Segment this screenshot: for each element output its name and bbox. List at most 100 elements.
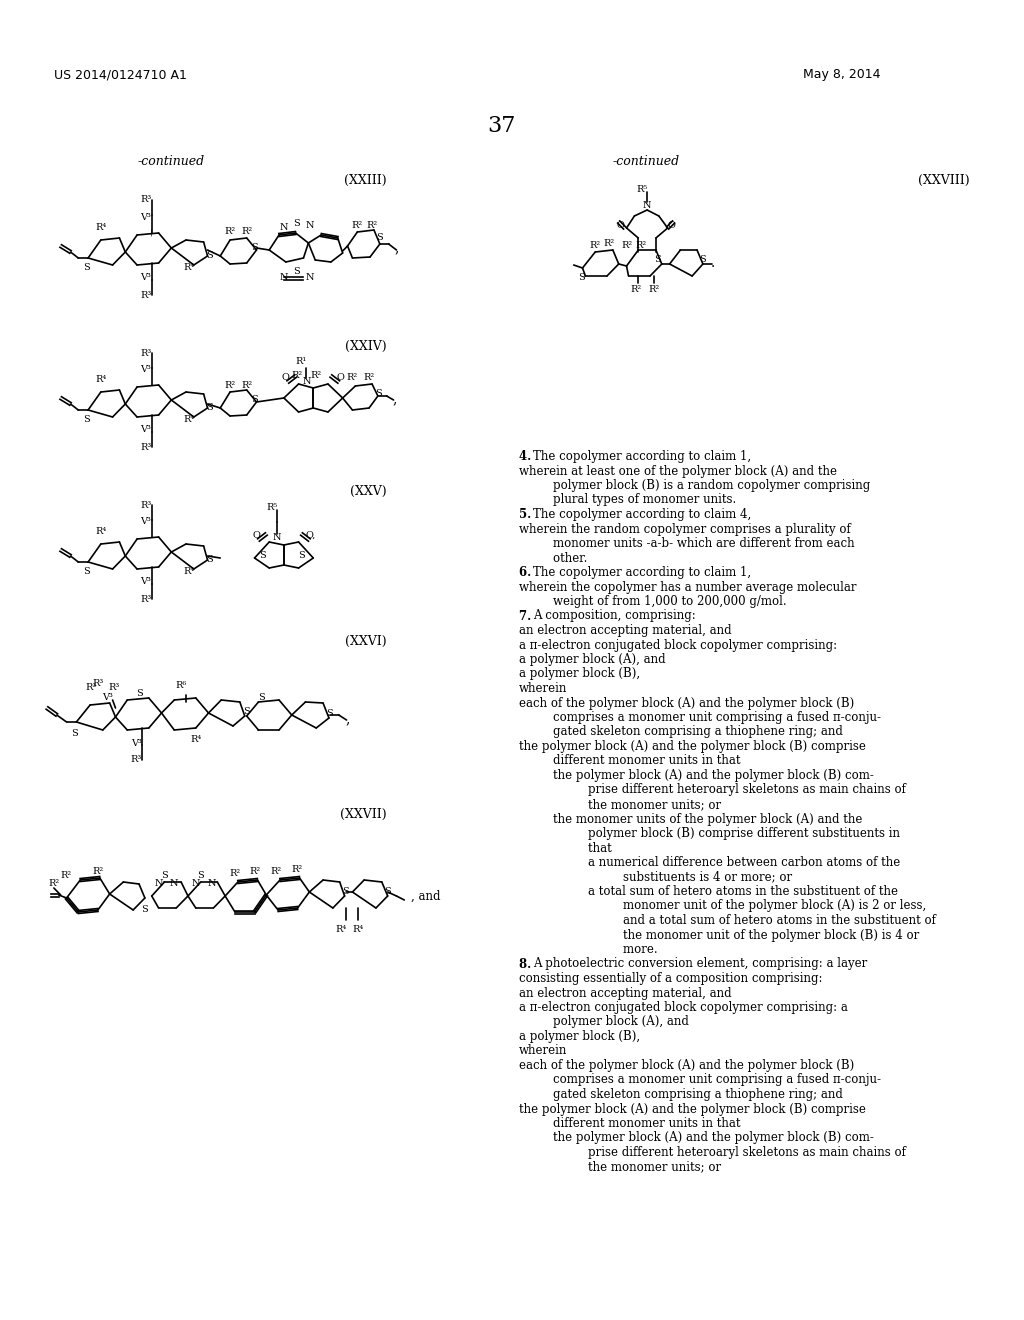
Text: O: O — [668, 222, 676, 231]
Text: R³: R³ — [140, 348, 152, 358]
Text: S: S — [83, 264, 89, 272]
Text: gated skeleton comprising a thiophene ring; and: gated skeleton comprising a thiophene ri… — [539, 1088, 844, 1101]
Text: R⁴: R⁴ — [183, 416, 195, 425]
Text: O: O — [337, 374, 345, 383]
Text: polymer block (B) is a random copolymer comprising: polymer block (B) is a random copolymer … — [539, 479, 870, 492]
Text: S: S — [135, 689, 142, 697]
Text: wherein the copolymer has a number average molecular: wherein the copolymer has a number avera… — [519, 581, 856, 594]
Text: S: S — [293, 219, 300, 227]
Text: A photoelectric conversion element, comprising: a layer: A photoelectric conversion element, comp… — [532, 957, 867, 970]
Text: V³: V³ — [131, 738, 141, 747]
Text: R²: R² — [241, 227, 252, 236]
Text: N: N — [643, 202, 651, 210]
Text: wherein: wherein — [519, 682, 567, 696]
Text: the polymer block (A) and the polymer block (B) comprise: the polymer block (A) and the polymer bl… — [519, 1102, 865, 1115]
Text: O,: O, — [305, 531, 315, 540]
Text: R²: R² — [291, 866, 302, 874]
Text: weight of from 1,000 to 200,000 g/mol.: weight of from 1,000 to 200,000 g/mol. — [539, 595, 787, 609]
Text: a polymer block (B),: a polymer block (B), — [519, 668, 640, 681]
Text: the monomer units of the polymer block (A) and the: the monomer units of the polymer block (… — [539, 813, 863, 825]
Text: R¹: R¹ — [296, 358, 307, 367]
Text: ,: , — [392, 392, 396, 407]
Text: each of the polymer block (A) and the polymer block (B): each of the polymer block (A) and the po… — [519, 1059, 854, 1072]
Text: -continued: -continued — [138, 154, 205, 168]
Text: (XXIV): (XXIV) — [345, 341, 387, 352]
Text: plural types of monomer units.: plural types of monomer units. — [539, 494, 736, 507]
Text: (XXIII): (XXIII) — [344, 174, 387, 187]
Text: R⁴: R⁴ — [95, 375, 106, 384]
Text: .: . — [711, 256, 715, 271]
Text: 37: 37 — [487, 115, 515, 137]
Text: a polymer block (A), and: a polymer block (A), and — [519, 653, 666, 667]
Text: each of the polymer block (A) and the polymer block (B): each of the polymer block (A) and the po… — [519, 697, 854, 710]
Text: S: S — [258, 693, 265, 701]
Text: S: S — [327, 710, 333, 718]
Text: the monomer unit of the polymer block (B) is 4 or: the monomer unit of the polymer block (B… — [578, 928, 919, 941]
Text: R³: R³ — [140, 195, 152, 205]
Text: S: S — [206, 554, 213, 564]
Text: monomer unit of the polymer block (A) is 2 or less,: monomer unit of the polymer block (A) is… — [578, 899, 926, 912]
Text: R²: R² — [224, 380, 236, 389]
Text: N: N — [155, 879, 163, 888]
Text: a numerical difference between carbon atoms of the: a numerical difference between carbon at… — [558, 855, 900, 869]
Text: 7.: 7. — [519, 610, 536, 623]
Text: (XXV): (XXV) — [350, 484, 387, 498]
Text: R⁴: R⁴ — [352, 925, 364, 935]
Text: S: S — [251, 396, 258, 404]
Text: R²: R² — [631, 285, 642, 294]
Text: S: S — [298, 552, 305, 561]
Text: N: N — [280, 223, 288, 231]
Text: R³: R³ — [140, 442, 152, 451]
Text: the polymer block (A) and the polymer block (B) comprise: the polymer block (A) and the polymer bl… — [519, 741, 865, 752]
Text: the polymer block (A) and the polymer block (B) com-: the polymer block (A) and the polymer bl… — [539, 770, 874, 781]
Text: R⁴: R⁴ — [95, 528, 106, 536]
Text: polymer block (A), and: polymer block (A), and — [539, 1015, 689, 1028]
Text: different monomer units in that: different monomer units in that — [539, 1117, 741, 1130]
Text: V³: V³ — [140, 273, 152, 282]
Text: S: S — [342, 887, 349, 896]
Text: R³: R³ — [140, 594, 152, 603]
Text: R⁶: R⁶ — [175, 681, 186, 689]
Text: R²: R² — [241, 380, 252, 389]
Text: more.: more. — [578, 942, 657, 956]
Text: S: S — [259, 552, 266, 561]
Text: a π-electron conjugated block copolymer comprising: a: a π-electron conjugated block copolymer … — [519, 1001, 848, 1014]
Text: S: S — [376, 388, 382, 397]
Text: R²: R² — [364, 374, 375, 383]
Text: The copolymer according to claim 4,: The copolymer according to claim 4, — [532, 508, 752, 521]
Text: prise different heteroaryl skeletons as main chains of: prise different heteroaryl skeletons as … — [558, 1146, 906, 1159]
Text: R²: R² — [270, 867, 282, 876]
Text: O: O — [616, 222, 625, 231]
Text: S: S — [161, 870, 168, 879]
Text: R⁴: R⁴ — [335, 925, 346, 935]
Text: 6.: 6. — [519, 566, 536, 579]
Text: the monomer units; or: the monomer units; or — [558, 799, 721, 810]
Text: O: O — [253, 531, 260, 540]
Text: N: N — [302, 378, 310, 387]
Text: S: S — [377, 234, 383, 243]
Text: V³: V³ — [140, 578, 152, 586]
Text: that: that — [558, 842, 611, 854]
Text: 8.: 8. — [519, 957, 536, 970]
Text: comprises a monomer unit comprising a fused π-conju-: comprises a monomer unit comprising a fu… — [539, 711, 882, 723]
Text: N: N — [272, 533, 282, 543]
Text: 4.: 4. — [519, 450, 536, 463]
Text: The copolymer according to claim 1,: The copolymer according to claim 1, — [532, 566, 751, 579]
Text: R²: R² — [352, 220, 362, 230]
Text: S: S — [293, 268, 300, 276]
Text: S: S — [206, 251, 213, 260]
Text: monomer units -a-b- which are different from each: monomer units -a-b- which are different … — [539, 537, 855, 550]
Text: a polymer block (B),: a polymer block (B), — [519, 1030, 640, 1043]
Text: R⁴: R⁴ — [183, 568, 195, 577]
Text: V³: V³ — [140, 517, 152, 527]
Text: R³: R³ — [130, 755, 141, 764]
Text: N: N — [305, 273, 313, 282]
Text: S: S — [206, 403, 213, 412]
Text: S: S — [251, 243, 258, 252]
Text: R³: R³ — [140, 290, 152, 300]
Text: V³: V³ — [140, 366, 152, 375]
Text: R²: R² — [291, 371, 302, 380]
Text: S: S — [654, 256, 662, 264]
Text: wherein the random copolymer comprises a plurality of: wherein the random copolymer comprises a… — [519, 523, 851, 536]
Text: S: S — [579, 272, 585, 281]
